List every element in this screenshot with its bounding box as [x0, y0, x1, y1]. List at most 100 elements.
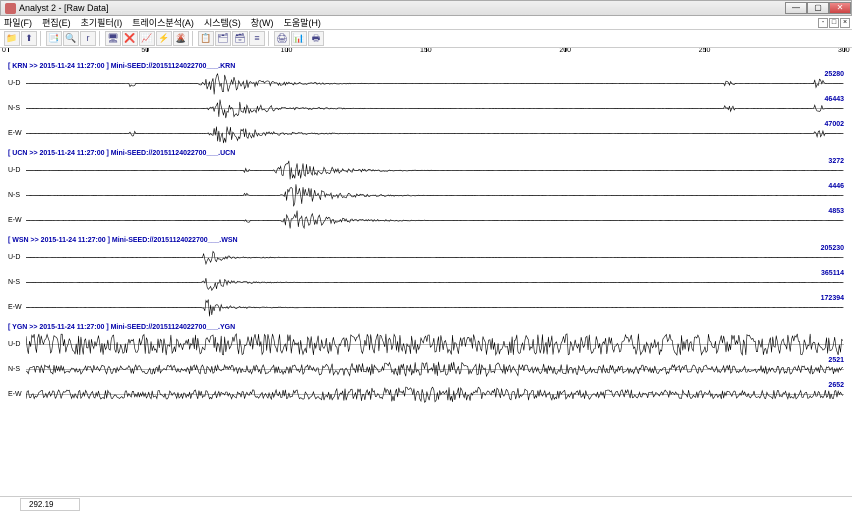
toolbar-button[interactable]: 📊: [291, 31, 307, 46]
mdi-controls: - □ ×: [818, 18, 852, 28]
channel-label: E-W: [8, 217, 26, 224]
menu-item[interactable]: 파일(F): [4, 16, 32, 29]
waveform[interactable]: [26, 121, 844, 146]
window-controls: — ▢ ✕: [785, 2, 851, 14]
waveform[interactable]: [26, 158, 844, 183]
waveform[interactable]: [26, 357, 844, 382]
amplitude-value: 172394: [821, 295, 844, 302]
station-block-YGN: [ YGN >> 2015-11-24 11:27:00 ] Mini-SEED…: [8, 323, 844, 407]
mdi-restore-icon[interactable]: □: [829, 18, 839, 28]
menu-item[interactable]: 편집(E): [42, 16, 71, 29]
toolbar-button[interactable]: ⬆: [21, 31, 37, 46]
trace-row[interactable]: E-W 47002: [8, 121, 844, 146]
toolbar-separator: [40, 31, 43, 46]
trace-row[interactable]: U-D 25280: [8, 71, 844, 96]
toolbar-button[interactable]: 📁: [4, 31, 20, 46]
menu-item[interactable]: 시스템(S): [204, 16, 241, 29]
toolbar-button[interactable]: 📋: [198, 31, 214, 46]
waveform[interactable]: [26, 332, 844, 357]
toolbar-button[interactable]: r: [80, 31, 96, 46]
waveform[interactable]: [26, 71, 844, 96]
toolbar: 📁⬆ 📑🔍r 🖥❌📈⚡🌋 📋🗂🗃≡ 🖨📊🖶: [0, 30, 852, 48]
trace-row[interactable]: N-S 4446: [8, 183, 844, 208]
waveform[interactable]: [26, 96, 844, 121]
menu-item[interactable]: 도움말(H): [284, 16, 321, 29]
amplitude-value: 4446: [828, 183, 844, 190]
title-bar: Analyst 2 - [Raw Data] — ▢ ✕: [0, 0, 852, 16]
amplitude-value: 2652: [828, 382, 844, 389]
maximize-button[interactable]: ▢: [807, 2, 829, 14]
toolbar-button[interactable]: 📈: [139, 31, 155, 46]
waveform[interactable]: [26, 183, 844, 208]
station-block-KRN: [ KRN >> 2015-11-24 11:27:00 ] Mini-SEED…: [8, 62, 844, 146]
waveform[interactable]: [26, 208, 844, 233]
channel-label: E-W: [8, 130, 26, 137]
amplitude-value: 46443: [825, 96, 844, 103]
station-header: [ KRN >> 2015-11-24 11:27:00 ] Mini-SEED…: [8, 62, 844, 71]
mdi-min-icon[interactable]: -: [818, 18, 828, 28]
toolbar-button[interactable]: 📑: [46, 31, 62, 46]
channel-label: N-S: [8, 192, 26, 199]
toolbar-button[interactable]: 🗃: [232, 31, 248, 46]
toolbar-separator: [99, 31, 102, 46]
menu-item[interactable]: 창(W): [251, 16, 274, 29]
menu-item[interactable]: 트레이스분석(A): [132, 16, 194, 29]
main-waveform-area: 050100150200250300 [ KRN >> 2015-11-24 1…: [0, 48, 852, 492]
trace-row[interactable]: E-W 2652: [8, 382, 844, 407]
waveform[interactable]: [26, 245, 844, 270]
amplitude-value: 25280: [825, 71, 844, 78]
waveform[interactable]: [26, 382, 844, 407]
close-button[interactable]: ✕: [829, 2, 851, 14]
waveform[interactable]: [26, 270, 844, 295]
time-ruler: 050100150200250300: [0, 48, 852, 62]
station-header: [ UCN >> 2015-11-24 11:27:00 ] Mini-SEED…: [8, 149, 844, 158]
amplitude-value: 4853: [828, 208, 844, 215]
amplitude-value: 47002: [825, 121, 844, 128]
amplitude-value: 2521: [828, 357, 844, 364]
channel-label: U-D: [8, 167, 26, 174]
channel-label: N-S: [8, 366, 26, 373]
toolbar-button[interactable]: 🖥: [105, 31, 121, 46]
channel-label: N-S: [8, 279, 26, 286]
station-header: [ WSN >> 2015-11-24 11:27:00 ] Mini-SEED…: [8, 236, 844, 245]
mdi-close-icon[interactable]: ×: [840, 18, 850, 28]
station-block-UCN: [ UCN >> 2015-11-24 11:27:00 ] Mini-SEED…: [8, 149, 844, 233]
channel-label: U-D: [8, 341, 26, 348]
trace-row[interactable]: E-W 4853: [8, 208, 844, 233]
toolbar-button[interactable]: ⚡: [156, 31, 172, 46]
window-title: Analyst 2 - [Raw Data]: [19, 3, 109, 13]
toolbar-button[interactable]: ❌: [122, 31, 138, 46]
station-block-WSN: [ WSN >> 2015-11-24 11:27:00 ] Mini-SEED…: [8, 236, 844, 320]
channel-label: U-D: [8, 80, 26, 87]
channel-label: E-W: [8, 391, 26, 398]
minimize-button[interactable]: —: [785, 2, 807, 14]
trace-row[interactable]: U-D: [8, 332, 844, 357]
trace-row[interactable]: N-S 2521: [8, 357, 844, 382]
trace-row[interactable]: U-D 205230: [8, 245, 844, 270]
channel-label: N-S: [8, 105, 26, 112]
toolbar-separator: [192, 31, 195, 46]
channel-label: U-D: [8, 254, 26, 261]
toolbar-button[interactable]: 🌋: [173, 31, 189, 46]
trace-row[interactable]: N-S 46443: [8, 96, 844, 121]
menu-item[interactable]: 초기필터(I): [81, 16, 123, 29]
toolbar-separator: [268, 31, 271, 46]
amplitude-value: 3272: [828, 158, 844, 165]
status-position: 292.19: [20, 498, 80, 511]
amplitude-value: 205230: [821, 245, 844, 252]
app-icon: [5, 3, 16, 14]
trace-row[interactable]: U-D 3272: [8, 158, 844, 183]
trace-row[interactable]: E-W 172394: [8, 295, 844, 320]
waveform[interactable]: [26, 295, 844, 320]
trace-row[interactable]: N-S 365114: [8, 270, 844, 295]
toolbar-button[interactable]: 🖨: [274, 31, 290, 46]
toolbar-button[interactable]: 🗂: [215, 31, 231, 46]
station-header: [ YGN >> 2015-11-24 11:27:00 ] Mini-SEED…: [8, 323, 844, 332]
toolbar-button[interactable]: ≡: [249, 31, 265, 46]
channel-label: E-W: [8, 304, 26, 311]
toolbar-button[interactable]: 🔍: [63, 31, 79, 46]
toolbar-button[interactable]: 🖶: [308, 31, 324, 46]
status-bar: 292.19: [0, 496, 852, 512]
menu-bar: 파일(F) 편집(E) 초기필터(I) 트레이스분석(A) 시스템(S) 창(W) 도움말(…: [0, 16, 852, 30]
amplitude-value: 365114: [821, 270, 844, 277]
